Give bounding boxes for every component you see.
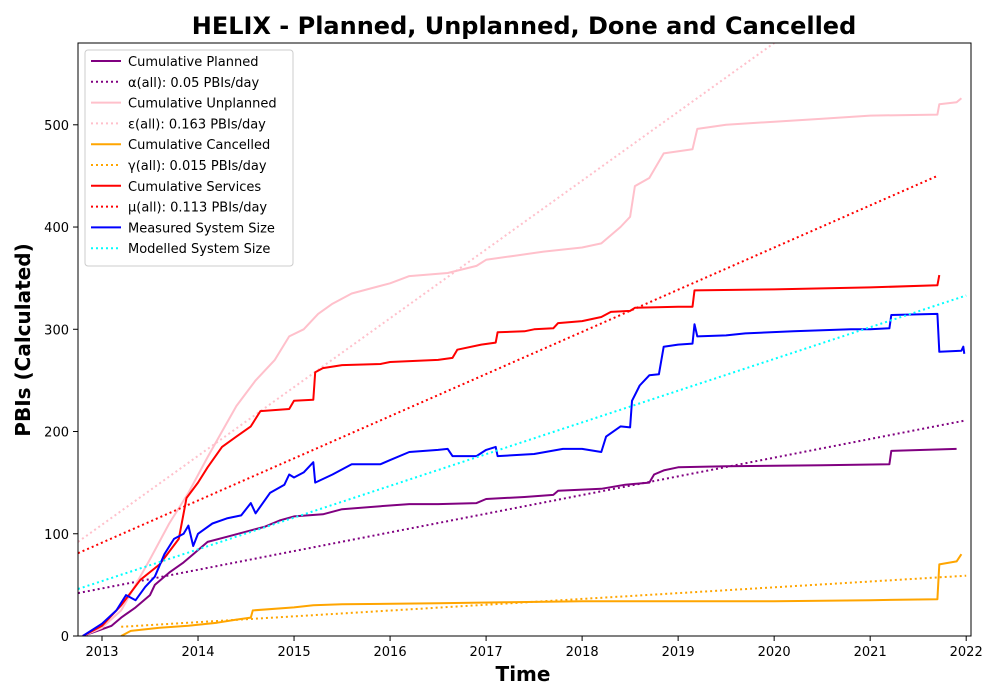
- legend: Cumulative Planned α(all): 0.05 PBIs/day C…: [84, 49, 294, 267]
- series-line-1-cumulative-planned: [82, 447, 957, 636]
- legend-label-8: μ(all): 0.113 PBIs/day: [128, 201, 267, 216]
- x-tick-label: 2022: [950, 645, 983, 660]
- y-tick-label: 0: [61, 630, 69, 645]
- x-tick-label: 2013: [85, 645, 118, 660]
- x-tick-label: 2021: [854, 645, 887, 660]
- y-tick-label: 100: [44, 528, 69, 543]
- y-axis-title: PBIs (Calculated): [11, 243, 35, 436]
- series-line-8-all-0-113-pbis-day: [78, 174, 938, 555]
- series-line-9-measured-system-size: [82, 312, 966, 636]
- series-line-10-modelled-system-size: [78, 294, 967, 590]
- legend-label-1: Cumulative Planned: [128, 55, 258, 70]
- y-tick-label: 200: [44, 426, 69, 441]
- series-layer: [78, 43, 967, 636]
- x-tick-label: 2015: [278, 645, 311, 660]
- series-line-3-cumulative-unplanned: [82, 97, 963, 636]
- series-line-5-cumulative-cancelled: [120, 553, 963, 636]
- legend-label-10: Modelled System Size: [128, 242, 270, 257]
- legend-box: [84, 49, 294, 267]
- x-tick-label: 2019: [662, 645, 695, 660]
- legend-label-6: γ(all): 0.015 PBIs/day: [128, 159, 267, 174]
- y-tick-label: 500: [44, 119, 69, 134]
- series-line-6-all-0-015-pbis-day: [121, 574, 967, 628]
- legend-label-4: ε(all): 0.163 PBIs/day: [128, 117, 266, 132]
- series-line-7-cumulative-services: [82, 274, 941, 636]
- series-line-2-all-0-05-pbis-day: [78, 419, 967, 595]
- legend-label-2: α(all): 0.05 PBIs/day: [128, 76, 259, 91]
- legend-label-9: Measured System Size: [128, 221, 275, 236]
- legend-label-7: Cumulative Services: [128, 180, 261, 195]
- x-tick-label: 2016: [374, 645, 407, 660]
- x-tick-label: 2017: [470, 645, 503, 660]
- x-axis-title: Time: [496, 662, 551, 686]
- chart-title: HELIX - Planned, Unplanned, Done and Can…: [192, 12, 857, 40]
- y-tick-label: 400: [44, 221, 69, 236]
- x-tick-label: 2018: [566, 645, 599, 660]
- legend-label-5: Cumulative Cancelled: [128, 138, 270, 153]
- x-tick-label: 2020: [758, 645, 791, 660]
- plot-frame: [77, 42, 972, 637]
- x-tick-label: 2014: [181, 645, 214, 660]
- legend-label-3: Cumulative Unplanned: [128, 97, 277, 112]
- y-tick-label: 300: [44, 323, 69, 338]
- axes-layer: 2013 2014 2015 2016 2017 2018 2019 2020 2021 2022…: [44, 42, 983, 660]
